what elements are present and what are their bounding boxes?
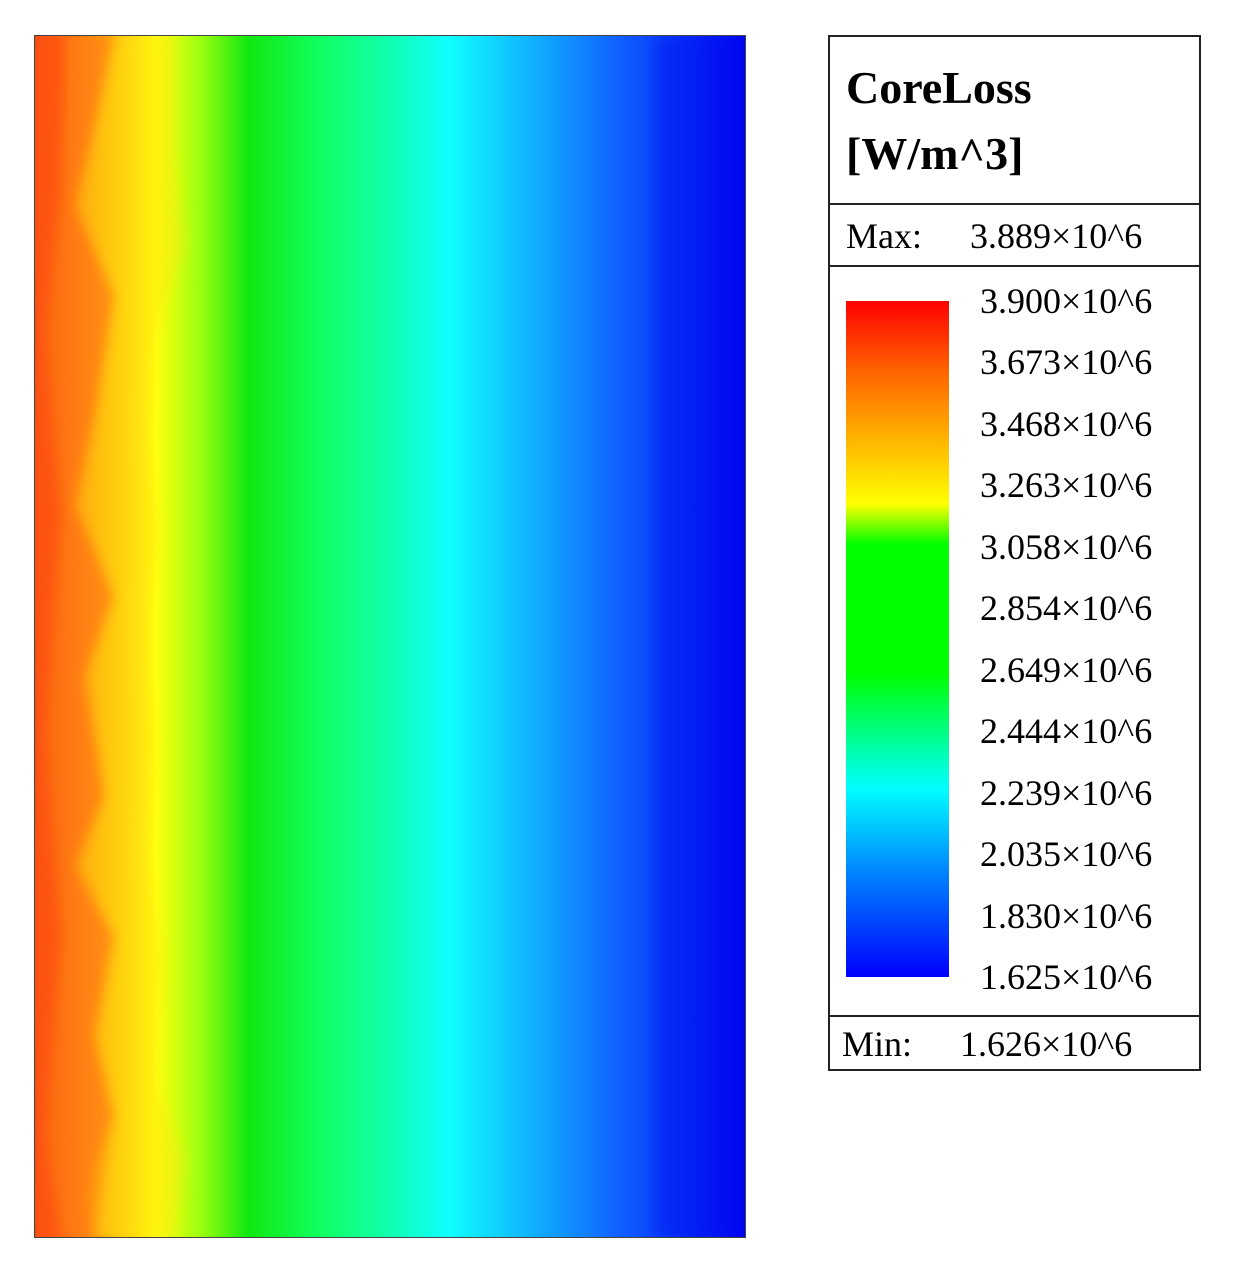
coreloss-field-plot — [34, 35, 746, 1238]
colorbar-tick-label: 1.830×10^6 — [980, 895, 1153, 936]
max-value: 3.889×10^6 — [970, 216, 1143, 256]
colorbar-tick-label: 3.468×10^6 — [980, 403, 1153, 444]
legend-title-box: CoreLoss [W/m^3] — [830, 37, 1199, 205]
colorbar-tick-label: 3.263×10^6 — [980, 465, 1153, 506]
colorbar-tick-label: 3.900×10^6 — [980, 281, 1153, 321]
colorbar-tick-label: 1.625×10^6 — [980, 957, 1153, 997]
legend-min-box: Min: 1.626×10^6 — [830, 1015, 1199, 1071]
legend-unit: [W/m^3] — [846, 128, 1024, 179]
max-label: Max: — [846, 216, 922, 256]
legend-max-box: Max: 3.889×10^6 — [830, 205, 1199, 267]
colorbar-tick-label: 3.673×10^6 — [980, 342, 1153, 383]
colorbar-tick-label: 2.239×10^6 — [980, 772, 1153, 813]
colorbar-gradient — [846, 301, 949, 977]
colorbar-tick-label: 2.035×10^6 — [980, 834, 1153, 875]
legend-title: CoreLoss — [846, 62, 1032, 113]
colorbar-tick-label: 2.444×10^6 — [980, 711, 1153, 752]
min-value: 1.626×10^6 — [960, 1024, 1133, 1064]
colorbar-tick-label: 2.854×10^6 — [980, 588, 1153, 629]
colorbar-tick-label: 2.649×10^6 — [980, 649, 1153, 690]
colorbar-tick-label: 3.058×10^6 — [980, 526, 1153, 567]
field-svg — [35, 36, 745, 1237]
legend-panel: CoreLoss [W/m^3] Max: 3.889×10^6 3.900×1… — [828, 35, 1201, 1071]
min-label: Min: — [842, 1024, 913, 1064]
colorbar — [846, 301, 949, 977]
